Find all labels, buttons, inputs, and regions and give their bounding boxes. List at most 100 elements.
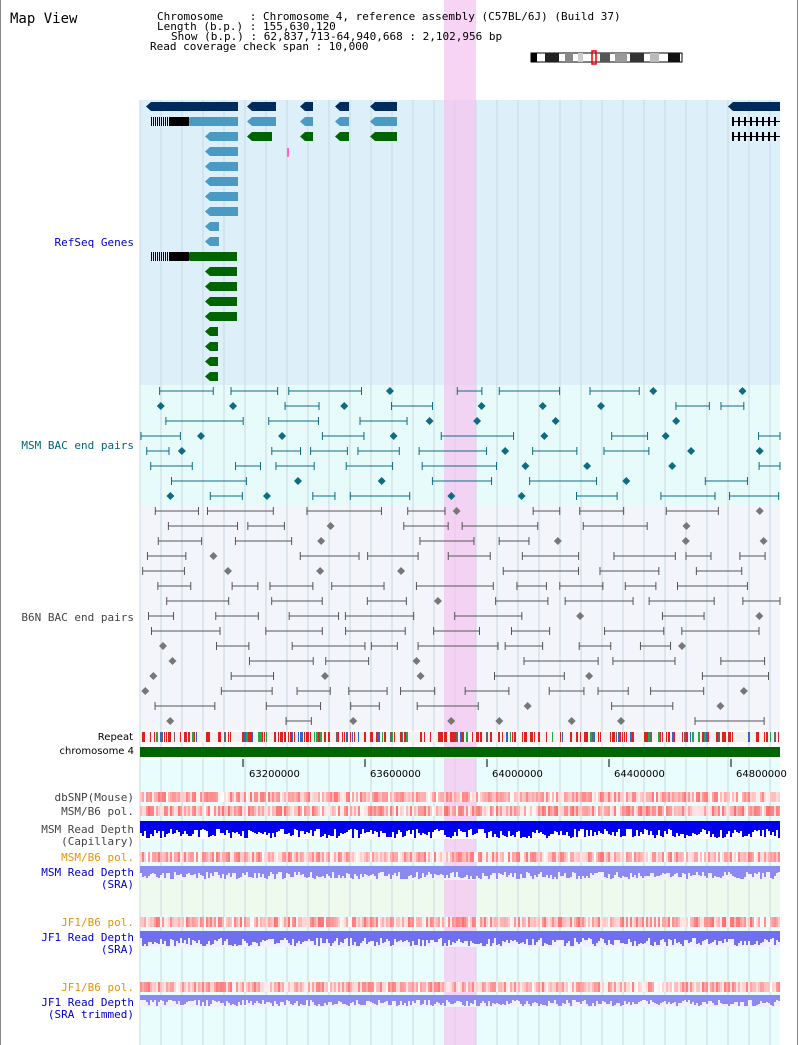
heat-cell	[386, 806, 388, 816]
depth-bar	[604, 931, 606, 943]
heat-cell	[546, 982, 548, 992]
depth-bar	[146, 866, 148, 878]
depth-bar	[554, 995, 556, 1000]
heat-cell	[264, 792, 266, 802]
heat-cell	[514, 792, 516, 802]
heat-cell	[540, 806, 542, 816]
heat-cell	[446, 852, 448, 862]
depth-bar	[296, 866, 298, 875]
highlight-region[interactable]	[444, 0, 476, 1045]
heat-cell	[182, 792, 184, 802]
heat-cell	[324, 806, 326, 816]
heat-cell	[536, 917, 538, 927]
depth-bar	[628, 995, 630, 1002]
heat-cell	[312, 792, 314, 802]
depth-bar	[324, 821, 326, 834]
depth-bar	[508, 821, 510, 831]
heat-cell	[474, 982, 476, 992]
heat-cell	[618, 982, 620, 992]
repeat-element	[206, 732, 208, 742]
repeat-element	[266, 732, 267, 742]
depth-bar	[600, 866, 602, 872]
bac-end-marker	[452, 507, 461, 515]
heat-cell	[450, 806, 452, 816]
heat-cell	[356, 917, 358, 927]
refseq-gene	[210, 342, 218, 351]
depth-bar	[144, 821, 146, 831]
heat-cell	[736, 792, 738, 802]
refseq-genes-label[interactable]: RefSeq Genes	[54, 236, 134, 249]
chromosome-ideogram[interactable]	[530, 50, 683, 65]
heat-cell	[524, 917, 526, 927]
depth-bar	[636, 931, 638, 946]
depth-bar	[610, 821, 612, 835]
heat-cell	[530, 917, 532, 927]
heat-cell	[654, 917, 656, 927]
depth-bar	[304, 931, 306, 941]
axis-tick-label: 63200000	[249, 769, 300, 780]
b6n-bac-end-pairs-track[interactable]	[141, 507, 781, 725]
heat-cell	[156, 806, 158, 816]
depth-bar	[464, 866, 466, 877]
heat-cell	[720, 852, 722, 862]
heat-cell	[304, 792, 306, 802]
depth-bar	[312, 931, 314, 941]
depth-bar	[740, 866, 742, 879]
depth-bar	[714, 931, 716, 940]
heat-cell	[468, 917, 470, 927]
heat-cell	[274, 982, 276, 992]
gene-arrow	[205, 312, 210, 321]
repeat-element	[306, 732, 308, 742]
depth-bar	[376, 821, 378, 832]
heat-cell	[518, 852, 520, 862]
depth-bar	[530, 821, 532, 838]
b6n-bac-label[interactable]: B6N BAC end pairs	[21, 611, 134, 624]
depth-bar	[274, 821, 276, 837]
heat-cell	[660, 806, 662, 816]
depth-bar	[598, 995, 600, 1004]
depth-bar	[176, 931, 178, 941]
heat-cell	[190, 982, 192, 992]
depth-bar	[324, 995, 326, 1003]
gene-arrow	[205, 132, 210, 141]
heat-cell	[580, 792, 582, 802]
depth-bar	[740, 931, 742, 941]
heat-cell	[440, 792, 442, 802]
heat-cell	[454, 852, 456, 862]
repeat-track[interactable]	[140, 732, 780, 742]
depth-bar	[624, 995, 626, 1001]
heat-cell	[300, 917, 302, 927]
heat-cell	[594, 982, 596, 992]
heat-cell	[238, 792, 240, 802]
heat-cell	[508, 792, 510, 802]
depth-bar	[246, 821, 248, 838]
heat-cell	[526, 852, 528, 862]
msm-bac-end-pairs-track[interactable]	[140, 387, 781, 500]
heat-cell	[186, 917, 188, 927]
depth-bar	[610, 931, 612, 944]
depth-bar	[458, 821, 460, 829]
refseq-genes-track[interactable]	[146, 102, 780, 381]
heat-cell	[288, 852, 290, 862]
depth-bar	[218, 821, 220, 829]
msm-bac-label[interactable]: MSM BAC end pairs	[21, 439, 134, 452]
heat-cell	[462, 852, 464, 862]
repeat-element	[766, 732, 768, 742]
heat-cell	[158, 792, 160, 802]
heat-cell	[604, 982, 606, 992]
heat-cell	[338, 792, 340, 802]
heat-cell	[174, 852, 176, 862]
heat-cell	[774, 852, 776, 862]
heat-cell	[722, 792, 724, 802]
depth-bar	[768, 995, 770, 1003]
depth-bar	[242, 866, 244, 873]
heat-cell	[756, 982, 758, 992]
depth-bar	[184, 821, 186, 831]
heat-cell	[386, 917, 388, 927]
depth-bar	[704, 866, 706, 876]
heat-cell	[612, 852, 614, 862]
heat-cell	[522, 852, 524, 862]
heat-cell	[616, 806, 618, 816]
depth-bar	[530, 866, 532, 876]
